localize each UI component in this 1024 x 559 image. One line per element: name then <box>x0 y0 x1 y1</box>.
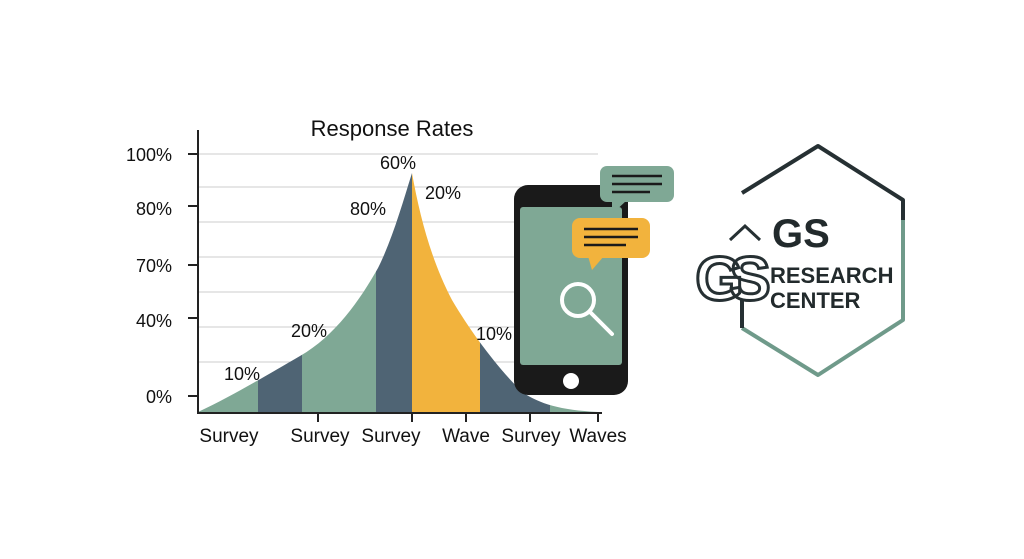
chat-bubble-icon <box>572 218 650 270</box>
home-button-icon <box>563 373 579 389</box>
data-label: 10% <box>224 364 260 384</box>
band <box>376 173 412 412</box>
logo-title: GS <box>772 212 830 256</box>
gs-research-center-logo: GS GS RESEARCH CENTER <box>694 144 905 377</box>
y-tick-labels: 100% 80% 70% 40% 0% <box>126 145 172 407</box>
y-tick-label: 100% <box>126 145 172 165</box>
hexagon-outline-dark <box>740 144 905 220</box>
x-tick-label: Survey <box>501 426 561 447</box>
phone-illustration <box>514 166 674 395</box>
x-tick-label: Survey <box>290 426 350 447</box>
chat-bubble-icon <box>600 166 674 214</box>
x-tick-label: Waves <box>569 426 626 447</box>
magnifier-icon <box>560 282 614 336</box>
y-tick-label: 40% <box>136 311 172 331</box>
band <box>302 173 376 412</box>
logo-monogram: GS <box>695 245 768 314</box>
data-label: 80% <box>350 199 386 219</box>
hexagon-outline-accent <box>740 220 905 377</box>
data-labels: 10% 20% 80% 60% 20% 10% <box>224 153 512 384</box>
y-tick-label: 0% <box>146 387 172 407</box>
data-label: 20% <box>291 321 327 341</box>
chart-title: Response Rates <box>311 116 474 141</box>
logo-subtitle-line2: CENTER <box>770 288 861 313</box>
y-tick-label: 70% <box>136 256 172 276</box>
x-tick-labels: Survey Survey Survey Wave Survey Waves <box>199 426 626 447</box>
data-label: 10% <box>476 324 512 344</box>
x-tick-label: Survey <box>199 426 259 447</box>
y-tick-label: 80% <box>136 199 172 219</box>
x-ticks <box>317 413 599 422</box>
y-ticks <box>188 153 198 397</box>
logo-subtitle-line1: RESEARCH <box>770 263 893 288</box>
x-tick-label: Wave <box>442 426 490 447</box>
data-label: 20% <box>425 183 461 203</box>
x-tick-label: Survey <box>361 426 421 447</box>
band <box>258 173 302 412</box>
data-label: 60% <box>380 153 416 173</box>
roof-icon <box>728 223 762 242</box>
